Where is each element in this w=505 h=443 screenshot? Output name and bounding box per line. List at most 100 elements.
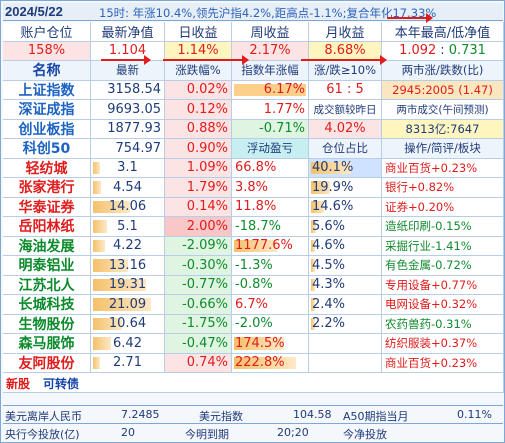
index-change-text: 0.02%: [186, 82, 228, 98]
index-ratio: 两市成交(午间预测): [382, 100, 504, 120]
value-bar: [93, 200, 131, 213]
stock-name: 华泰证券: [3, 197, 91, 217]
index-ratio-text: 2945:2005 (1.47): [392, 82, 493, 97]
value-bar: [311, 220, 316, 233]
stock-pnl: 174.5%: [232, 334, 309, 354]
stock-pnl: -1.3%: [232, 256, 309, 276]
value-bar: [93, 278, 147, 291]
summary-label-5-text: 本年最高/低净值: [394, 25, 491, 41]
stock-note-text: 电网设备+0.32%: [385, 297, 478, 312]
column-header-5-text: 两市涨/跌数(比): [401, 63, 484, 78]
summary-label-2: 日收益: [165, 22, 232, 42]
stock-last: 21.09: [91, 295, 165, 315]
value-bar: [93, 181, 102, 194]
column-header-1-text: 最新: [116, 63, 139, 78]
index-ytd-text: 1.77%: [263, 101, 305, 117]
value-bar: [93, 220, 107, 233]
value-bar: [234, 337, 284, 350]
summary-label-0: 账户仓位: [3, 22, 91, 42]
stock-change-text: 0.74%: [186, 355, 228, 371]
index-last: 9693.05: [91, 100, 165, 120]
stock-note-text: 农药兽药-0.31%: [385, 316, 472, 331]
stock-note: 证券+0.20%: [382, 197, 504, 217]
index-last-text: 1877.93: [107, 121, 161, 137]
stock-name-text: 张家港行: [18, 180, 75, 197]
index-ratio: 8313亿:7647: [382, 119, 504, 139]
note-header: 操作/简评/板块: [382, 139, 504, 159]
date-label: 2024/5/22: [5, 4, 63, 19]
stock-weight-text: [309, 354, 381, 373]
column-header-4-text: 涨/跌≥10%: [313, 63, 377, 78]
stock-note-text: 证券+0.20%: [385, 199, 455, 214]
index-up-down-text: 61 : 5: [326, 82, 364, 98]
stock-note: 电网设备+0.32%: [382, 295, 504, 315]
stock-note: 纺织服装+0.37%: [382, 334, 504, 354]
column-header-5: 两市涨/跌数(比): [382, 61, 504, 81]
net-label: 今净投放: [343, 428, 387, 441]
footer-repo-row: 央行今投放(亿) 20 今明到期 20;20 今净投放: [3, 423, 503, 441]
usd-index-value: 104.58: [293, 408, 332, 421]
cell-highlight: [234, 83, 306, 96]
stock-pnl: 3.8%: [232, 178, 309, 198]
stock-change-text: 1.79%: [186, 179, 228, 195]
index-last-text: 3158.54: [107, 82, 161, 98]
stock-weight-text: 4.6%: [312, 238, 346, 254]
stock-name: 江苏北人: [3, 275, 91, 295]
arrow-annotation-icon: [163, 55, 249, 65]
year-low: 0.731: [448, 43, 486, 59]
stock-change: -0.30%: [165, 256, 232, 276]
stock-weight: 4.3%: [309, 275, 382, 295]
value-bar: [93, 239, 106, 252]
repo-label: 央行今投放(亿): [5, 428, 80, 441]
stock-note: 造纸印刷-0.15%: [382, 217, 504, 237]
arrow-annotation-icon: [387, 13, 433, 23]
index-name-text: 深证成指: [18, 102, 75, 119]
year-high: 1.092: [399, 43, 437, 59]
value-bar: [93, 298, 151, 311]
stock-pnl-text: 174.5%: [235, 335, 285, 351]
stock-change-text: -0.47%: [182, 335, 228, 351]
index-ytd: 6.17%: [232, 80, 309, 100]
stock-last-text: 13.16: [108, 257, 147, 273]
convertible-bond-label: 可转债: [43, 377, 80, 391]
index-last-text: 9693.05: [107, 101, 161, 117]
stock-note-text: 有色金属-0.72%: [385, 258, 472, 273]
index-name-text: 创业板指: [18, 121, 75, 138]
day-return-text: 1.14%: [177, 43, 219, 59]
stock-weight: 19.9%: [309, 178, 382, 198]
stock-last: 4.54: [91, 178, 165, 198]
stock-pnl: -18.7%: [232, 217, 309, 237]
position-value-text: 158%: [27, 43, 66, 59]
value-bar: [311, 298, 315, 311]
value-bar: [311, 317, 315, 330]
summary-label-1: 最新净值: [91, 22, 165, 42]
stock-last: 19.31: [91, 275, 165, 295]
stock-last: 5.1: [91, 217, 165, 237]
summary-label-2-text: 日收益: [178, 25, 218, 41]
index-ytd-text: 6.17%: [263, 82, 305, 98]
stock-pnl: 6.7%: [232, 295, 309, 315]
index-up-down-text: 4.02%: [324, 121, 366, 137]
arrow-annotation-icon: [301, 55, 387, 65]
stock-change: 1.79%: [165, 178, 232, 198]
stock-last-text: 21.09: [108, 296, 147, 312]
stock-weight: 2.4%: [309, 295, 382, 315]
week-return: 2.17%: [232, 41, 309, 61]
stock-pnl-text: 6.7%: [235, 296, 269, 312]
stock-pnl: 1177.6%: [232, 236, 309, 256]
stock-weight: 4.5%: [309, 256, 382, 276]
position-value: 158%: [3, 41, 91, 61]
pnl-header: 浮动盈亏: [232, 139, 309, 159]
stock-note: 农药兽药-0.31%: [382, 314, 504, 334]
stock-name: 生物股份: [3, 314, 91, 334]
stock-note: 有色金属-0.72%: [382, 256, 504, 276]
stock-note-text: 专用设备+0.77%: [385, 277, 478, 292]
value-bar: [311, 200, 325, 213]
stock-change-text: 2.00%: [186, 218, 228, 234]
stock-name: 轻纺城: [3, 158, 91, 178]
stock-change: 1.09%: [165, 158, 232, 178]
stock-change-text: -0.77%: [182, 277, 228, 293]
stock-change-text: -1.75%: [182, 316, 228, 332]
stock-weight-text: 2.4%: [312, 296, 346, 312]
stock-weight: 14.6%: [309, 197, 382, 217]
